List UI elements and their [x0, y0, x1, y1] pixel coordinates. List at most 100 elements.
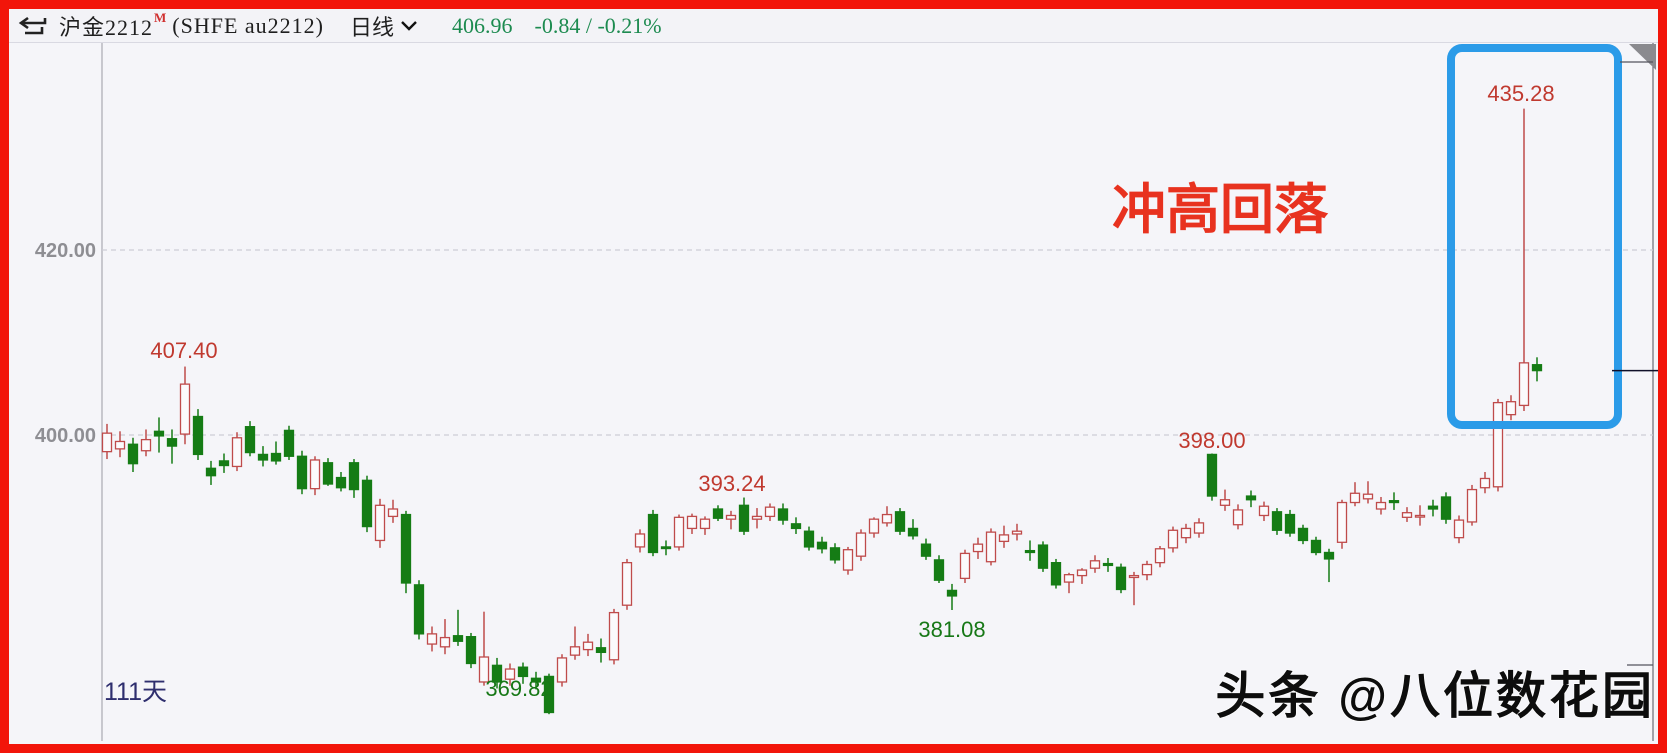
- candle[interactable]: [985, 528, 997, 566]
- candle[interactable]: [1180, 523, 1192, 544]
- candle[interactable]: [1466, 484, 1478, 526]
- candle[interactable]: [1089, 555, 1101, 573]
- candle[interactable]: [1063, 572, 1075, 594]
- candle[interactable]: [855, 529, 867, 561]
- candle[interactable]: [998, 525, 1010, 548]
- candle[interactable]: [686, 513, 698, 534]
- candle[interactable]: [1414, 505, 1426, 526]
- candle[interactable]: [699, 516, 711, 535]
- candle[interactable]: [1440, 492, 1452, 524]
- timeframe-selector[interactable]: 日线: [350, 10, 418, 42]
- candle[interactable]: [1141, 560, 1153, 581]
- candle[interactable]: [569, 626, 581, 660]
- candle[interactable]: [127, 437, 139, 472]
- candle[interactable]: [270, 441, 282, 465]
- candle[interactable]: [257, 446, 269, 467]
- candle[interactable]: [335, 472, 347, 492]
- candle[interactable]: [244, 421, 256, 457]
- candle[interactable]: [543, 673, 555, 715]
- candle[interactable]: [374, 498, 386, 548]
- candle[interactable]: [426, 626, 438, 652]
- candle[interactable]: [309, 456, 321, 496]
- candle[interactable]: [1401, 507, 1413, 522]
- candle[interactable]: [1271, 508, 1283, 535]
- candle[interactable]: [1102, 558, 1114, 572]
- candle[interactable]: [842, 546, 854, 575]
- candle[interactable]: [114, 431, 126, 458]
- candle[interactable]: [283, 425, 295, 460]
- candle[interactable]: [777, 503, 789, 525]
- candle[interactable]: [1258, 501, 1270, 522]
- candle[interactable]: [1232, 504, 1244, 530]
- candle[interactable]: [1505, 395, 1517, 421]
- candle[interactable]: [322, 458, 334, 486]
- candle[interactable]: [413, 580, 425, 640]
- candle[interactable]: [1453, 515, 1465, 544]
- candle[interactable]: [881, 506, 893, 527]
- candle[interactable]: [959, 549, 971, 583]
- candle[interactable]: [400, 510, 412, 594]
- candle[interactable]: [1206, 453, 1218, 501]
- candle[interactable]: [907, 519, 919, 540]
- candle[interactable]: [1349, 482, 1361, 507]
- candle[interactable]: [1037, 541, 1049, 572]
- candle[interactable]: [1024, 540, 1036, 561]
- candle[interactable]: [1050, 558, 1062, 589]
- candle[interactable]: [972, 537, 984, 559]
- candle[interactable]: [764, 503, 776, 522]
- candle[interactable]: [1427, 499, 1439, 517]
- candle[interactable]: [1115, 563, 1127, 594]
- candle[interactable]: [348, 459, 360, 498]
- candle[interactable]: [751, 508, 763, 529]
- candle[interactable]: [517, 662, 529, 684]
- candle[interactable]: [1362, 481, 1374, 504]
- candle[interactable]: [361, 475, 373, 533]
- candle[interactable]: [1388, 492, 1400, 510]
- candle[interactable]: [205, 460, 217, 485]
- candle[interactable]: [790, 517, 802, 534]
- candle[interactable]: [1154, 546, 1166, 568]
- candle[interactable]: [1492, 398, 1504, 492]
- compare-arrows-icon[interactable]: [15, 14, 51, 38]
- candle[interactable]: [1219, 489, 1231, 511]
- candle[interactable]: [1297, 524, 1309, 545]
- candle[interactable]: [738, 497, 750, 535]
- candle[interactable]: [647, 509, 659, 557]
- candle[interactable]: [179, 366, 191, 445]
- candle[interactable]: [452, 609, 464, 646]
- candle[interactable]: [1284, 509, 1296, 537]
- candle[interactable]: [816, 536, 828, 554]
- candle[interactable]: [894, 508, 906, 535]
- candle[interactable]: [530, 671, 542, 690]
- candle[interactable]: [1193, 518, 1205, 538]
- candle[interactable]: [608, 608, 620, 665]
- candle[interactable]: [621, 558, 633, 610]
- candle[interactable]: [1518, 108, 1530, 411]
- candle[interactable]: [1531, 357, 1543, 382]
- candle[interactable]: [1310, 536, 1322, 556]
- candle[interactable]: [946, 583, 958, 611]
- candles[interactable]: [101, 108, 1543, 715]
- candle[interactable]: [920, 538, 932, 560]
- candle[interactable]: [556, 654, 568, 687]
- candle[interactable]: [192, 409, 204, 460]
- candle[interactable]: [140, 429, 152, 457]
- candle[interactable]: [478, 611, 490, 686]
- candle[interactable]: [634, 529, 646, 553]
- candle[interactable]: [504, 663, 516, 686]
- candle[interactable]: [803, 526, 815, 551]
- candle[interactable]: [673, 514, 685, 551]
- candle[interactable]: [1323, 548, 1335, 583]
- candle[interactable]: [933, 555, 945, 583]
- candle[interactable]: [231, 432, 243, 472]
- candle[interactable]: [595, 638, 607, 663]
- candle[interactable]: [218, 453, 230, 473]
- candle[interactable]: [712, 505, 724, 522]
- candle[interactable]: [296, 450, 308, 495]
- candle[interactable]: [1076, 568, 1088, 584]
- candle[interactable]: [1011, 523, 1023, 541]
- candle[interactable]: [582, 633, 594, 657]
- candle[interactable]: [1479, 472, 1491, 494]
- candle[interactable]: [829, 543, 841, 564]
